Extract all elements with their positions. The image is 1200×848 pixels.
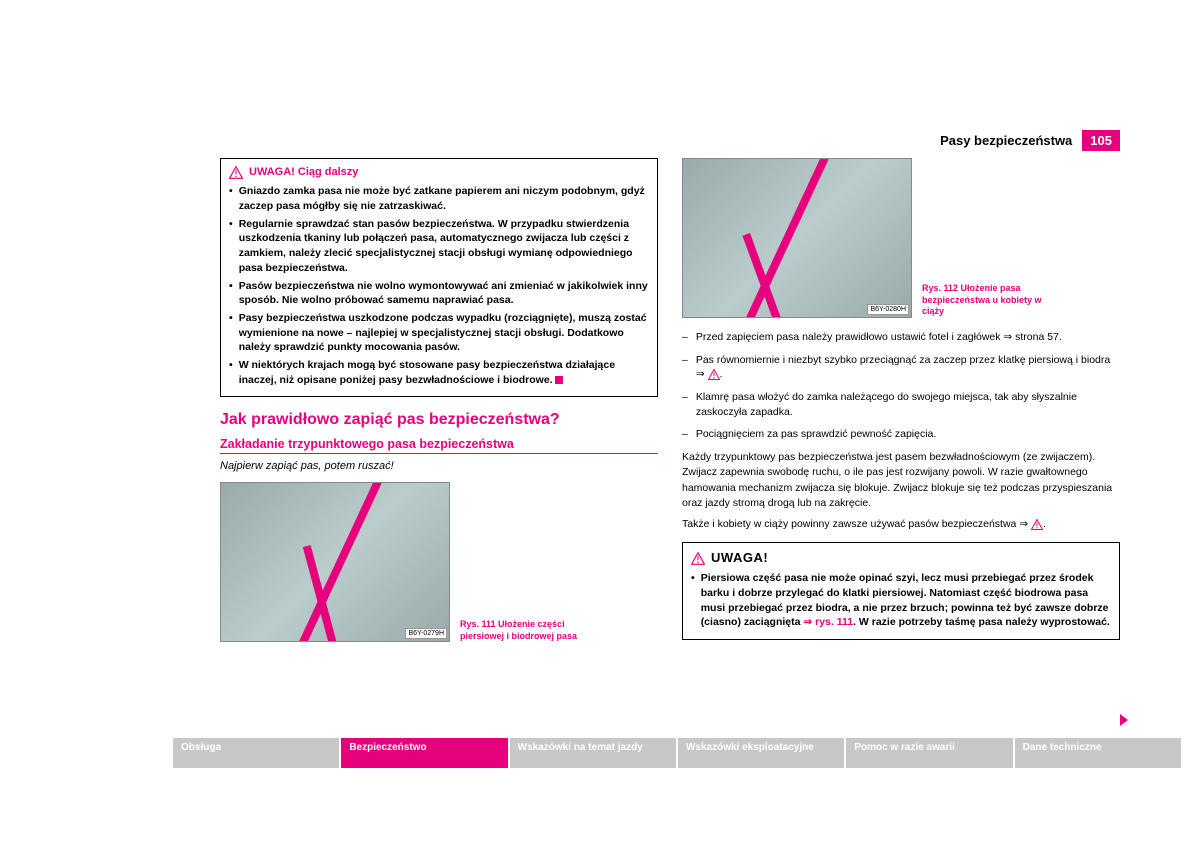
paragraph: Każdy trzypunktowy pas bezpieczeństwa je… bbox=[682, 450, 1120, 511]
continue-arrow-icon bbox=[1120, 714, 1128, 726]
warning-box: UWAGA! Piersiowa część pasa nie może opi… bbox=[682, 542, 1120, 640]
warning-icon bbox=[691, 552, 705, 565]
subtitle: Najpierw zapiąć pas, potem ruszać! bbox=[220, 460, 658, 472]
heading-h3: Zakładanie trzypunktowego pasa bezpiecze… bbox=[220, 437, 658, 454]
figure-caption: Rys. 112 Ułożenie pasa bezpieczeństwa u … bbox=[922, 283, 1052, 318]
list-item: Przed zapięciem pasa należy prawidłowo u… bbox=[696, 330, 1062, 345]
tab-pomoc-awaria[interactable]: Pomoc w razie awarii bbox=[846, 738, 1014, 768]
end-marker-icon bbox=[555, 376, 563, 384]
warning-bullet: W niektórych krajach mogą być stosowane … bbox=[239, 358, 649, 387]
warning-bullet: Gniazdo zamka pasa nie może być zatkane … bbox=[239, 184, 649, 213]
warning-title: UWAGA! Ciąg dalszy bbox=[249, 165, 358, 180]
tab-bezpieczenstwo[interactable]: Bezpieczeństwo bbox=[341, 738, 509, 768]
figure-111: B6Y-0279H bbox=[220, 482, 450, 642]
heading-h2: Jak prawidłowo zapiąć pas bezpieczeństwa… bbox=[220, 411, 658, 429]
list-item: Klamrę pasa włożyć do zamka należącego d… bbox=[696, 390, 1120, 419]
list-item: Pas równomiernie i niezbyt szybko przeci… bbox=[696, 353, 1120, 382]
tab-obsluga[interactable]: Obsługa bbox=[173, 738, 341, 768]
figure-code: B6Y-0279H bbox=[405, 628, 447, 639]
tab-wskazowki-eksploatacyjne[interactable]: Wskazówki eksploatacyjne bbox=[678, 738, 846, 768]
page-number: 105 bbox=[1082, 130, 1120, 151]
tab-wskazowki-jazdy[interactable]: Wskazówki na temat jazdy bbox=[510, 738, 678, 768]
warning-box-continued: UWAGA! Ciąg dalszy Gniazdo zamka pasa ni… bbox=[220, 158, 658, 397]
section-title: Pasy bezpieczeństwa bbox=[940, 133, 1072, 148]
figure-112: B6Y-0280H bbox=[682, 158, 912, 318]
warning-icon bbox=[1031, 519, 1043, 530]
warning-bullet: Regularnie sprawdzać stan pasów bezpiecz… bbox=[239, 217, 649, 276]
figure-code: B6Y-0280H bbox=[867, 304, 909, 315]
list-item: Pociągnięciem za pas sprawdzić pewność z… bbox=[696, 427, 936, 442]
warning-bullet: Pasy bezpieczeństwa uszkodzone podczas w… bbox=[239, 311, 649, 355]
warning-text: Piersiowa część pasa nie może opinać szy… bbox=[701, 571, 1111, 630]
footer-tabs: Obsługa Bezpieczeństwo Wskazówki na tema… bbox=[173, 738, 1183, 768]
paragraph: Także i kobiety w ciąży powinny zawsze u… bbox=[682, 517, 1120, 532]
warning-title: UWAGA! bbox=[711, 549, 768, 567]
warning-bullet: Pasów bezpieczeństwa nie wolno wymontowy… bbox=[239, 279, 649, 308]
figure-caption: Rys. 111 Ułożenie części piersiowej i bi… bbox=[460, 619, 590, 642]
warning-icon bbox=[229, 166, 243, 179]
tab-dane-techniczne[interactable]: Dane techniczne bbox=[1015, 738, 1183, 768]
warning-icon bbox=[708, 369, 720, 380]
